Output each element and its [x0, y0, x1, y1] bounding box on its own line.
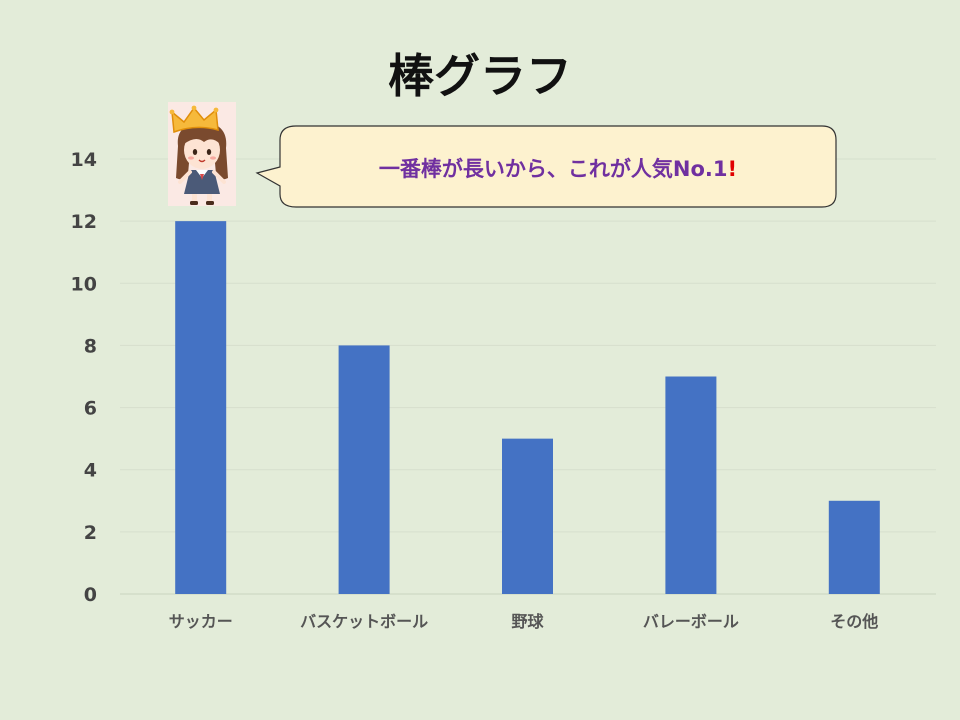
bar	[175, 221, 227, 594]
x-category-label: バレーボール	[643, 612, 739, 631]
y-tick-label: 0	[84, 584, 97, 606]
bar	[338, 345, 390, 594]
bar	[665, 376, 717, 594]
x-category-label: 野球	[511, 612, 544, 631]
chart-title: 棒グラフ	[388, 49, 572, 103]
y-tick-label: 14	[71, 149, 97, 171]
x-axis-categories: サッカー バスケットボール 野球 バレーボール その他	[169, 612, 879, 631]
x-category-label: その他	[830, 612, 878, 631]
bar	[502, 438, 553, 594]
callout-message: 一番棒が長いから、これが人気No.1	[379, 157, 728, 181]
y-tick-label: 8	[84, 335, 97, 357]
speech-callout: 一番棒が長いから、これが人気No.1!	[255, 125, 837, 208]
y-tick-label: 6	[84, 398, 97, 420]
y-tick-label: 12	[71, 211, 97, 233]
y-tick-label: 4	[84, 460, 97, 482]
bar	[828, 500, 880, 594]
x-category-label: バスケットボール	[300, 612, 428, 631]
y-axis-ticks: 0 2 4 6 8 10 12 14	[71, 149, 97, 606]
y-tick-label: 10	[71, 273, 97, 295]
callout-exclamation: !	[728, 157, 738, 181]
x-category-label: サッカー	[169, 612, 233, 631]
callout-text: 一番棒が長いから、これが人気No.1!	[379, 157, 737, 181]
bars	[175, 221, 880, 594]
y-tick-label: 2	[84, 522, 97, 544]
girl-with-crown-icon	[168, 102, 236, 206]
